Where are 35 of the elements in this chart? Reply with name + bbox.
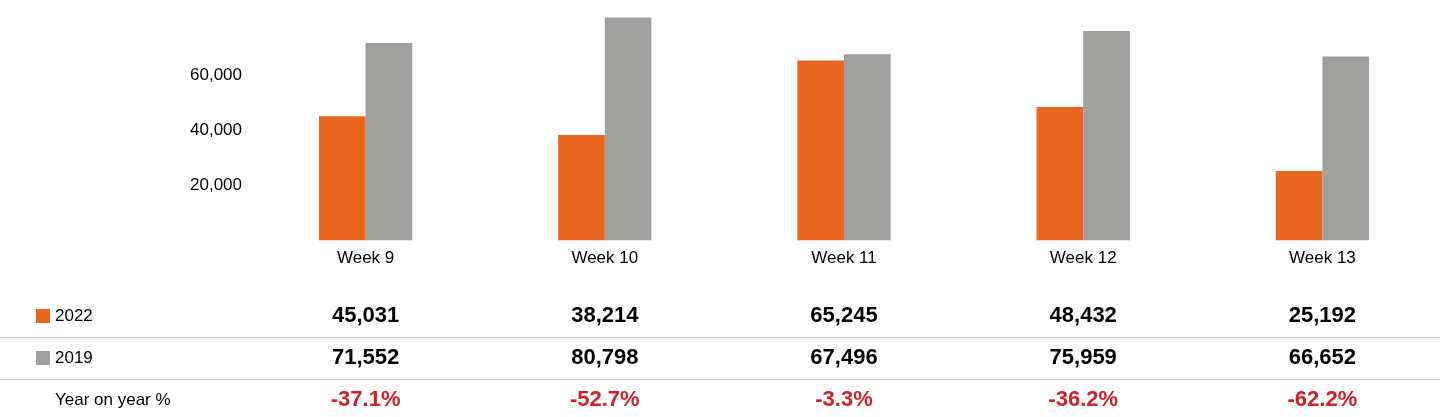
text: -36.2% (1048, 386, 1119, 412)
x-tick-label: Week 12 (1049, 248, 1117, 268)
x-tick-label: Week 11 (811, 248, 877, 268)
text: -62.2% (1287, 386, 1358, 412)
bar (1275, 171, 1323, 241)
bar (1083, 30, 1130, 241)
legend-label: 2019 (55, 347, 93, 367)
text: -3.3% (815, 386, 873, 412)
data-label: 25,192 (1288, 302, 1357, 328)
text: -37.1% (330, 386, 401, 412)
x-tick-label: Week 13 (1289, 248, 1356, 268)
data-label: 38,214 (571, 302, 640, 328)
bar (1036, 106, 1084, 241)
y-tick-label: 60,000 (190, 64, 242, 84)
data-label: 65,245 (810, 302, 878, 328)
data-label: 45,031 (331, 302, 400, 328)
text: -52.7% (569, 386, 640, 412)
data-label: 66,652 (1288, 344, 1357, 370)
data-label: 75,959 (1049, 344, 1117, 370)
bar (318, 116, 366, 241)
bar (604, 17, 652, 241)
bar (365, 43, 413, 241)
legend-label: 2022 (55, 305, 93, 325)
text: Year on year % (55, 389, 171, 409)
y-tick-label: 20,000 (190, 175, 242, 195)
bar (558, 135, 605, 241)
y-tick-label: 40,000 (190, 119, 242, 139)
data-label: 71,552 (331, 344, 400, 370)
data-label: 67,496 (810, 344, 878, 370)
bar (797, 60, 844, 241)
bar (844, 54, 891, 241)
data-label: 48,432 (1049, 302, 1117, 328)
data-label: 80,798 (571, 344, 639, 370)
x-tick-label: Week 9 (336, 248, 395, 268)
x-tick-label: Week 10 (571, 248, 639, 268)
